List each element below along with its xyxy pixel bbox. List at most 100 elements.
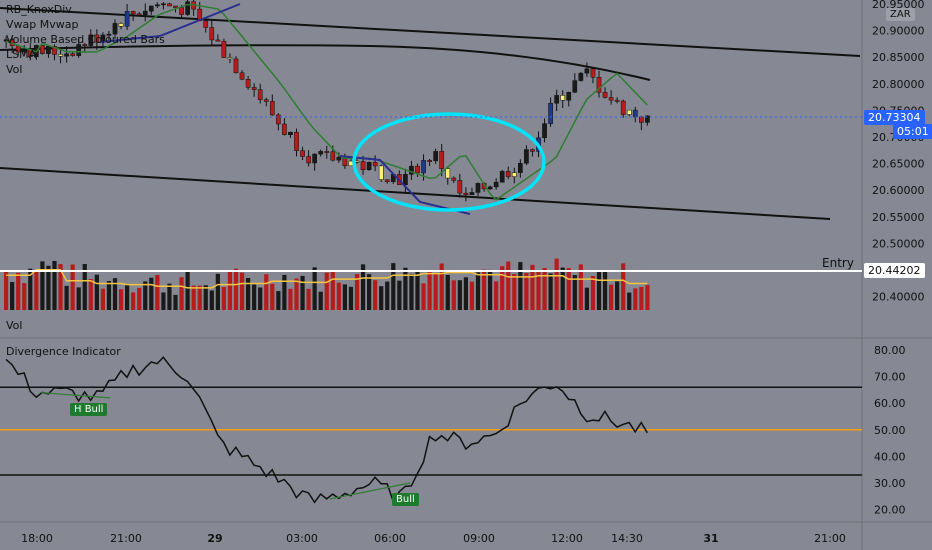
price-tick-label: 20.50000 (872, 237, 925, 250)
volume-bar (451, 280, 456, 310)
volume-bar (639, 286, 644, 310)
time-tick-label: 12:00 (551, 532, 583, 545)
volume-bar (584, 287, 589, 310)
volume-bar (602, 271, 608, 310)
candle-body (378, 165, 384, 180)
candle-body (269, 101, 275, 116)
price-tick-label: 20.55000 (872, 211, 925, 224)
candle-body (276, 114, 281, 125)
candle-body (463, 192, 469, 195)
currency-badge[interactable]: ZAR (886, 8, 915, 21)
candle-body (40, 45, 45, 54)
indicator-legend[interactable]: Divergence Indicator (6, 345, 121, 358)
volume-bar (258, 287, 263, 310)
candle-body (457, 180, 463, 194)
divergence-indicator-line (5, 356, 648, 504)
volume-bar (167, 283, 172, 310)
volume-bar (209, 290, 214, 310)
candle-body (142, 10, 148, 16)
volume-bar (264, 274, 269, 310)
candle-body (366, 162, 372, 171)
volume-bar (566, 268, 571, 310)
highlight-circle (352, 112, 546, 212)
candle-body (608, 97, 614, 101)
volume-bar (239, 272, 245, 310)
volume-bar (633, 288, 638, 310)
volume-bar (560, 267, 565, 310)
candle-body (282, 123, 287, 135)
volume-bar (282, 274, 287, 310)
candle-body (505, 171, 511, 177)
volume-bar (427, 270, 432, 310)
indicator-tick-label: 60.00 (874, 397, 906, 410)
volume-bar (155, 275, 160, 310)
volume-bar (391, 263, 396, 310)
candle-body (403, 174, 408, 186)
volume-bar (506, 261, 511, 310)
legend-vol[interactable]: Vol (6, 63, 23, 76)
candle-body (203, 20, 209, 28)
volume-bar (518, 262, 523, 310)
volume-bar (596, 271, 602, 310)
volume-bar (590, 276, 596, 310)
candle-body (82, 44, 88, 46)
volume-bar (403, 267, 408, 310)
price-tick-label: 20.80000 (872, 78, 925, 91)
candle-body (112, 23, 118, 35)
candle-body (215, 39, 221, 42)
legend-vwap[interactable]: Vwap Mvwap (6, 18, 79, 31)
time-tick-label: 14:30 (611, 532, 643, 545)
volume-bar (270, 283, 275, 310)
candle-body (300, 150, 305, 157)
indicator-tick-label: 70.00 (874, 371, 906, 384)
volume-bar (246, 277, 251, 310)
candle-body (245, 78, 251, 88)
price-tick-label: 20.85000 (872, 51, 925, 64)
time-axis[interactable]: 18:00 21:00 29 03:00 06:00 09:00 12:00 14:30 31 2… (21, 532, 846, 545)
volume-bar (578, 264, 583, 310)
volume-bar (197, 285, 202, 310)
overlays (0, 3, 862, 272)
candle-body (58, 54, 63, 57)
legend-knoxdiv[interactable]: RB_KnoxDiv (6, 3, 72, 16)
time-tick-label: 29 (207, 532, 222, 545)
legend-volume-bars[interactable]: Volume Based Coloured Bars (6, 33, 165, 46)
main-legend[interactable]: RB_KnoxDiv Vwap Mvwap Volume Based Colou… (6, 2, 165, 77)
divergence-indicator (0, 356, 862, 504)
volume-bar (40, 261, 45, 310)
time-tick-label: 31 (703, 532, 718, 545)
candle-body (620, 100, 626, 115)
indicator-tick-label: 20.00 (874, 504, 906, 517)
candle-body (487, 186, 493, 190)
candle-body (596, 77, 602, 93)
volume-bar (439, 263, 444, 310)
candle-body (560, 95, 566, 101)
candle-body (209, 27, 215, 41)
volume-bar (415, 271, 420, 310)
volume-bar (191, 285, 196, 310)
volume-bar (348, 286, 354, 310)
candle-body (445, 168, 451, 179)
candle-body (360, 161, 366, 171)
candle-body (161, 3, 166, 6)
volume-bar (143, 281, 148, 310)
vol-legend[interactable]: Vol (6, 319, 23, 332)
indicator-tick-label: 30.00 (874, 477, 906, 490)
candle-body (148, 5, 154, 12)
candle-body (294, 131, 299, 151)
volume-bar (131, 292, 136, 310)
time-tick-label: 09:00 (463, 532, 495, 545)
volume-bar (22, 283, 27, 310)
indicator-tick-label: 80.00 (874, 344, 906, 357)
volume-bar (488, 269, 493, 310)
legend-lsma[interactable]: LSMA (6, 48, 37, 61)
volume-bar (294, 278, 299, 310)
candle-body (511, 172, 517, 177)
volume-bar (481, 269, 487, 310)
candle-body (433, 151, 438, 162)
volume-bar (494, 281, 499, 310)
bullish-divergence-line (339, 155, 471, 215)
candle-body (499, 171, 505, 183)
